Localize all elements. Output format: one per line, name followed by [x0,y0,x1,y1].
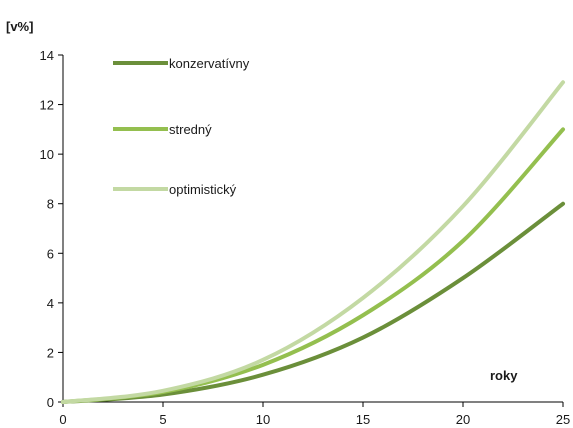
axes [62,55,563,403]
x-tick-label: 15 [356,412,370,427]
series-line-1 [61,127,565,404]
y-tick-label: 8 [47,197,54,212]
y-tick-label: 10 [40,147,54,162]
series-line-2 [61,80,565,404]
x-tick-label: 0 [59,412,66,427]
series-lines [61,80,565,404]
y-axis-label: [v%] [6,19,33,34]
x-ticks: 0 5 10 15 20 25 [59,402,570,427]
y-tick-label: 2 [47,345,54,360]
legend-label: optimistický [169,182,237,197]
x-tick-label: 20 [456,412,470,427]
y-tick-label: 4 [47,296,54,311]
legend-label: stredný [169,122,212,137]
legend-label: konzervatívny [169,56,250,71]
x-axis-label: roky [490,368,518,383]
y-tick-label: 0 [47,395,54,410]
y-tick-label: 6 [47,246,54,261]
x-tick-label: 10 [256,412,270,427]
y-tick-label: 14 [40,48,54,63]
y-ticks: 0 2 4 6 8 10 12 14 [40,48,63,410]
y-tick-label: 12 [40,98,54,113]
series-line-0 [61,201,565,404]
x-tick-label: 25 [556,412,570,427]
x-tick-label: 5 [159,412,166,427]
legend: konzervatívny stredný optimistický [113,56,250,197]
